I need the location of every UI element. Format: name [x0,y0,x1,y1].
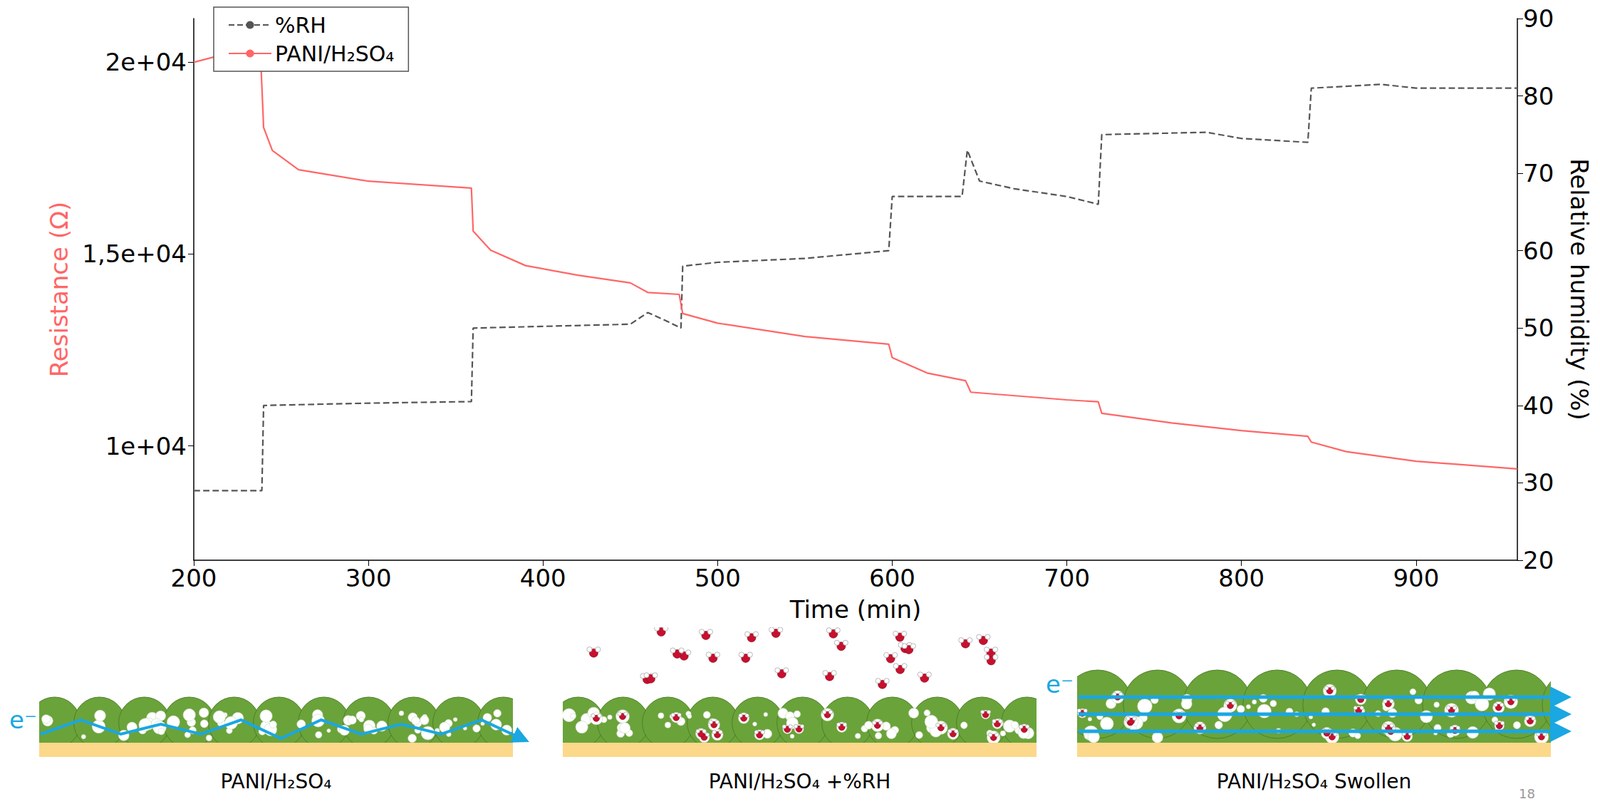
svg-text:300: 300 [345,563,392,592]
svg-text:40: 40 [1523,391,1554,420]
svg-text:90: 90 [1523,4,1554,33]
svg-text:Relative humidity (%): Relative humidity (%) [1565,158,1594,421]
svg-text:PANI/H₂SO₄ Swollen: PANI/H₂SO₄ Swollen [1216,769,1412,793]
svg-text:30: 30 [1523,468,1554,497]
svg-text:20: 20 [1523,545,1554,575]
svg-text:PANI/H₂SO₄ +%RH: PANI/H₂SO₄ +%RH [708,769,892,793]
svg-text:500: 500 [694,563,741,592]
svg-text:400: 400 [520,563,567,592]
svg-text:60: 60 [1523,236,1554,266]
svg-text:PANI/H₂SO₄: PANI/H₂SO₄ [274,41,394,67]
svg-text:700: 700 [1043,563,1090,592]
svg-text:70: 70 [1523,158,1554,188]
svg-text:%RH: %RH [274,12,327,38]
svg-text:600: 600 [869,563,916,592]
svg-text:50: 50 [1523,313,1554,342]
svg-text:e⁻: e⁻ [1045,669,1074,699]
svg-text:1,5e+04: 1,5e+04 [81,239,187,268]
svg-text:18: 18 [1518,785,1536,801]
svg-text:800: 800 [1218,563,1265,592]
svg-text:1e+04: 1e+04 [105,431,187,461]
svg-text:e⁻: e⁻ [9,705,38,734]
svg-text:900: 900 [1392,563,1440,592]
svg-text:80: 80 [1523,81,1554,111]
svg-text:PANI/H₂SO₄: PANI/H₂SO₄ [220,769,332,793]
svg-text:2e+04: 2e+04 [105,47,187,77]
svg-text:Time (min): Time (min) [789,594,922,624]
svg-text:Resistance (Ω): Resistance (Ω) [44,201,74,378]
svg-text:200: 200 [170,563,218,592]
